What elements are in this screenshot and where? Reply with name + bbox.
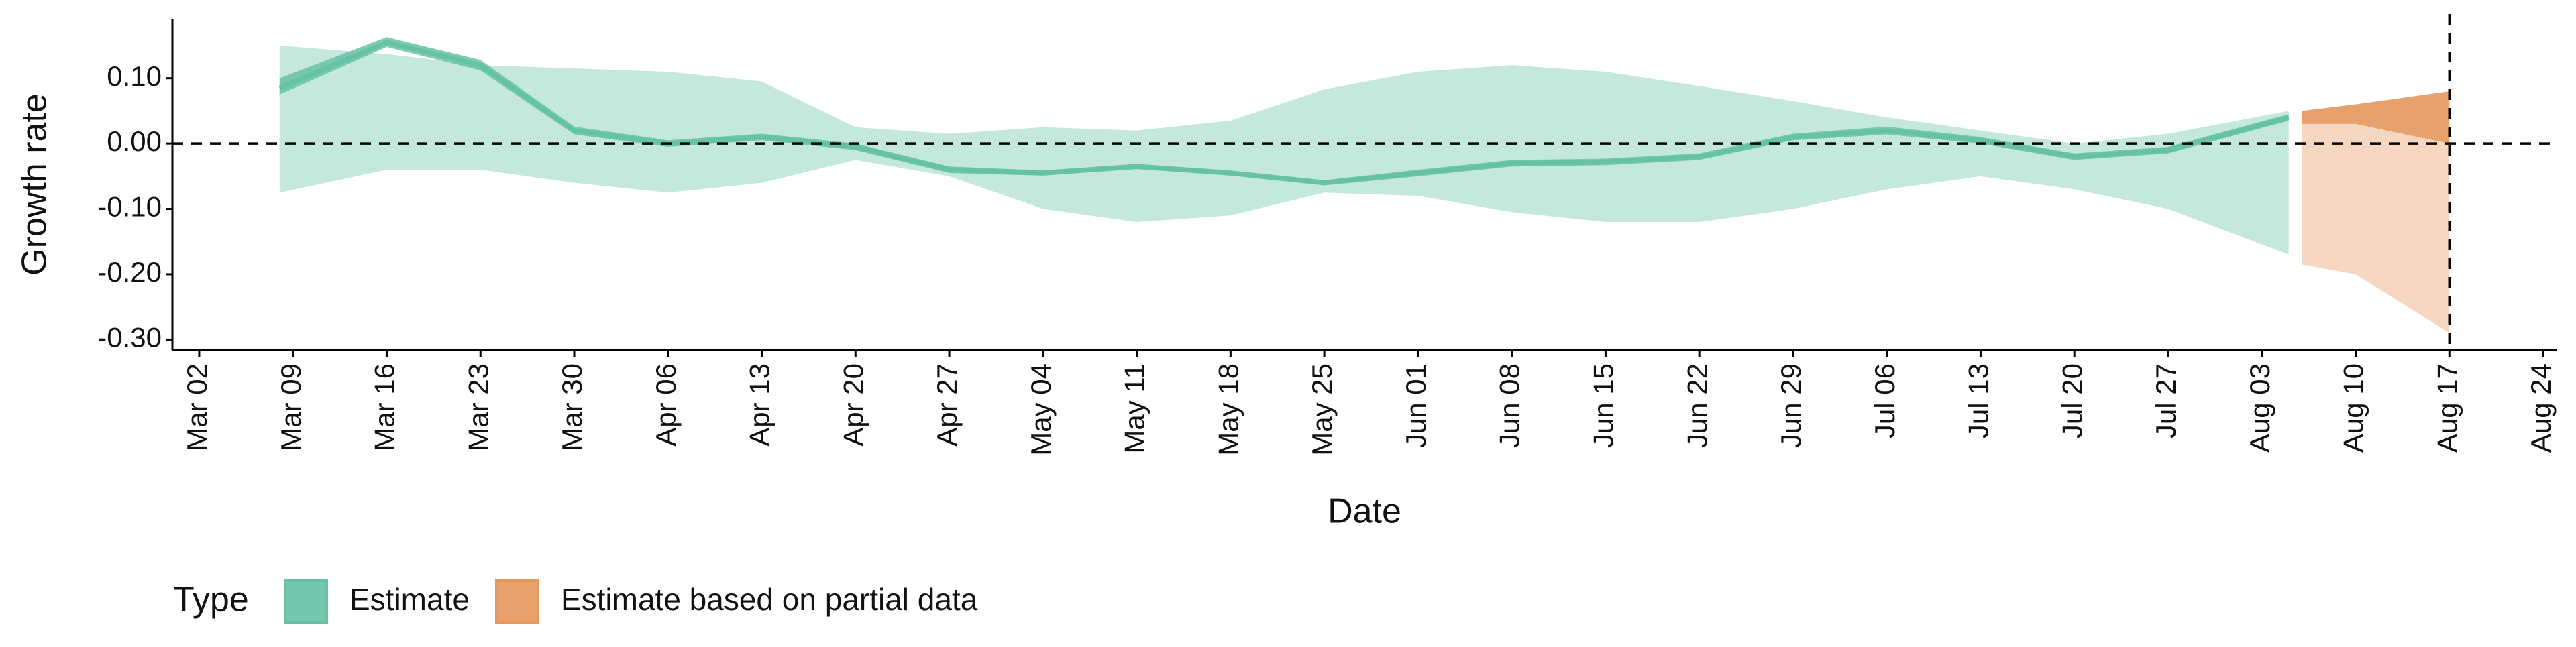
x-tick-label: Aug 24: [2525, 363, 2557, 453]
legend-label: Estimate: [350, 582, 470, 617]
outer-band: [279, 45, 2289, 255]
x-tick-label: May 25: [1306, 363, 1338, 456]
x-tick-label: Mar 02: [181, 363, 213, 451]
legend-title: Type: [173, 581, 249, 620]
x-tick-label: Mar 23: [462, 363, 494, 451]
x-tick-label: Jul 06: [1869, 363, 1900, 438]
y-tick-label: 0.10: [107, 60, 162, 92]
x-tick-label: Jun 15: [1587, 363, 1619, 448]
x-tick-label: Aug 17: [2431, 363, 2463, 453]
x-tick-label: Jun 01: [1400, 363, 1432, 448]
y-tick-label: -0.30: [97, 322, 162, 353]
inner-band: [2302, 91, 2450, 144]
legend-swatch: [494, 579, 539, 624]
x-tick-label: Aug 03: [2244, 363, 2275, 453]
x-tick-label: Mar 16: [369, 363, 400, 451]
x-tick-label: Jul 27: [2150, 363, 2182, 438]
x-tick-label: Jul 20: [2056, 363, 2088, 438]
y-tick-label: -0.10: [97, 191, 162, 223]
legend-label: Estimate based on partial data: [561, 582, 978, 617]
y-tick-label: 0.00: [107, 125, 162, 157]
x-tick-label: Apr 27: [931, 363, 963, 447]
x-tick-label: Apr 06: [650, 363, 682, 447]
x-tick-label: Jul 13: [1963, 363, 1994, 438]
x-tick-label: Apr 20: [837, 363, 869, 447]
x-tick-label: Mar 30: [556, 363, 588, 451]
x-tick-label: May 11: [1119, 363, 1150, 454]
x-tick-label: Apr 13: [744, 363, 775, 447]
legend-swatch: [284, 579, 328, 624]
x-tick-label: Jun 08: [1494, 363, 1525, 448]
x-tick-label: Mar 09: [275, 363, 307, 451]
x-tick-label: May 04: [1025, 363, 1057, 456]
median-line: [278, 40, 2290, 186]
y-tick-label: -0.20: [97, 256, 162, 288]
x-tick-label: Aug 10: [2338, 363, 2369, 453]
outer-band: [2302, 91, 2450, 333]
x-tick-label: May 18: [1212, 363, 1244, 456]
y-axis-label: Growth rate: [15, 93, 54, 276]
x-tick-label: Jun 29: [1775, 363, 1807, 448]
x-tick-label: Jun 22: [1681, 363, 1713, 448]
x-axis-label: Date: [1328, 492, 1401, 531]
